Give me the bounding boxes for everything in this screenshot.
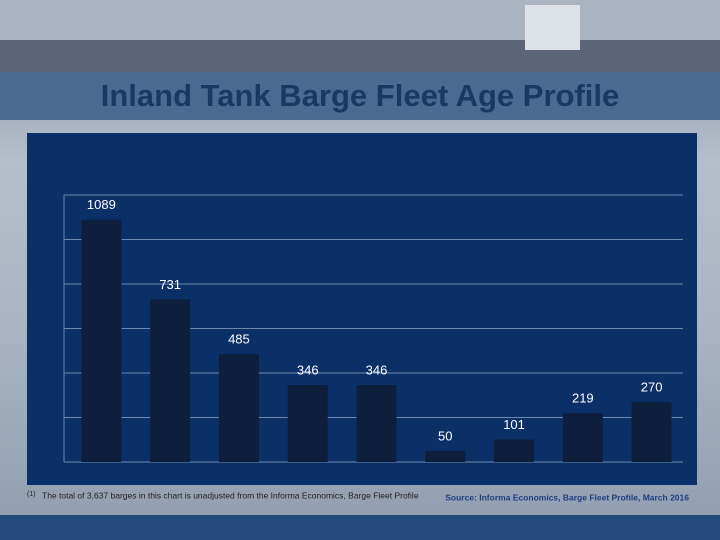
bar <box>287 385 328 462</box>
value-label: 731 <box>159 277 181 292</box>
title-band <box>0 72 720 120</box>
bar <box>150 299 191 462</box>
bar <box>218 354 259 462</box>
value-label: 1089 <box>87 197 116 212</box>
value-label: 270 <box>641 379 663 394</box>
bar <box>494 439 535 462</box>
footnote: The total of 3,637 barges in this chart … <box>42 490 419 500</box>
bar <box>631 401 672 462</box>
header-sky <box>0 0 720 40</box>
bar <box>356 385 397 462</box>
bar <box>425 450 466 462</box>
value-label: 346 <box>297 362 319 377</box>
boat <box>525 5 580 50</box>
value-label: 101 <box>503 417 525 432</box>
bar <box>562 413 603 462</box>
value-label: 485 <box>228 332 250 347</box>
value-label: 50 <box>438 428 452 443</box>
header-shore <box>0 40 720 72</box>
bar <box>81 219 122 462</box>
source: Source: Informa Economics, Barge Fleet P… <box>445 492 689 502</box>
value-label: 346 <box>366 362 388 377</box>
value-label: 219 <box>572 391 594 406</box>
bottom-band <box>0 515 720 540</box>
slide-title: Inland Tank Barge Fleet Age Profile <box>101 78 620 113</box>
footnote-marker: (1) <box>27 491 36 498</box>
